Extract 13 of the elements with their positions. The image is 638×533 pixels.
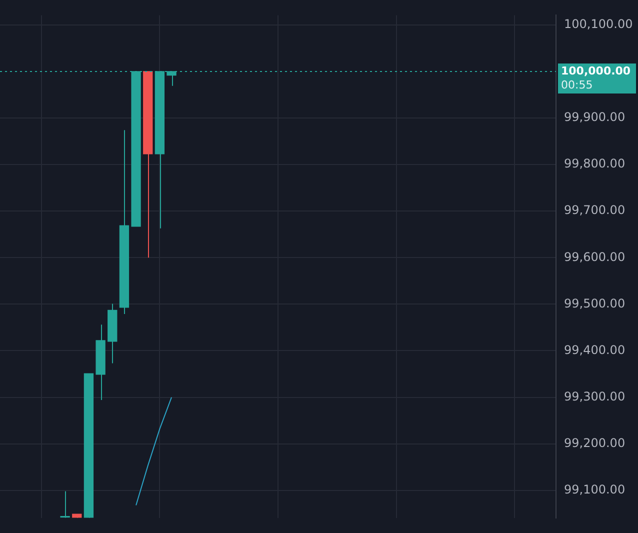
- y-tick-label: 99,100.00: [564, 482, 626, 496]
- y-tick-label: 99,600.00: [564, 250, 626, 264]
- y-tick-label: 99,700.00: [564, 203, 626, 218]
- y-tick-label: 99,400.00: [564, 342, 626, 357]
- y-tick-label: 99,800.00: [564, 156, 626, 171]
- y-tick-label: 100,100.00: [564, 17, 633, 32]
- ref-line-label: 100,000.00: [561, 64, 631, 78]
- y-tick-label: 99,500.00: [564, 296, 626, 310]
- y-tick-label: 99,900.00: [564, 110, 626, 124]
- y-tick-label: 99,300.00: [564, 389, 626, 404]
- candlestick: [60, 490, 70, 518]
- y-tick-label: 99,200.00: [564, 436, 626, 450]
- text: 00:55: [561, 78, 593, 92]
